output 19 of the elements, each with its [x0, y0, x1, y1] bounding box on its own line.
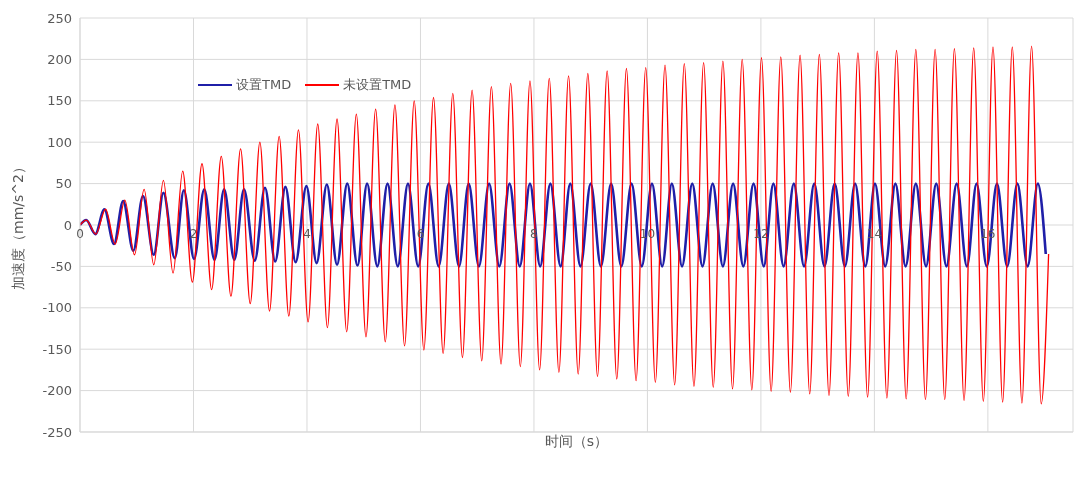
x-axis-title: 时间（s）: [544, 432, 609, 449]
x-tick-label: 0: [76, 227, 84, 241]
legend-label: 设置TMD: [236, 76, 292, 94]
x-tick-label: 8: [530, 227, 538, 241]
x-tick-label: 16: [980, 227, 996, 241]
y-tick-label: 150: [47, 93, 72, 109]
legend-label: 未设置TMD: [343, 76, 412, 94]
y-tick-label: -250: [42, 424, 72, 440]
y-tick-label: 100: [47, 134, 72, 150]
y-tick-label: -50: [50, 259, 72, 275]
y-tick-label: -150: [42, 341, 72, 357]
y-axis-title: 加速度（mm/s^2）: [9, 160, 26, 290]
y-tick-label: 250: [47, 10, 72, 26]
y-tick-label: 50: [55, 176, 72, 192]
x-tick-label: 6: [416, 227, 425, 241]
y-tick-label: 200: [47, 52, 72, 68]
y-tick-label: -100: [42, 300, 72, 316]
y-tick-label: -200: [42, 383, 72, 399]
x-tick-label: 14: [866, 227, 883, 241]
